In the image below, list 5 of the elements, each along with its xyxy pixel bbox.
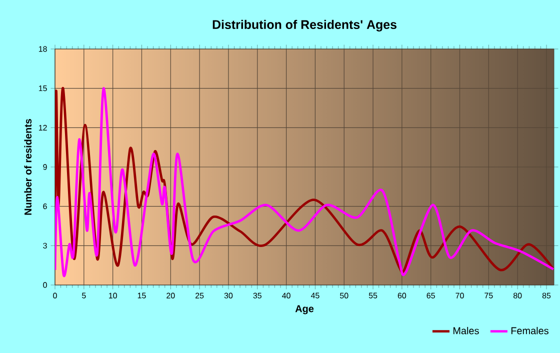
- y-axis-title: Number of residents: [24, 118, 32, 215]
- legend-label: Females: [511, 326, 548, 334]
- x-axis-title: Age: [295, 305, 314, 314]
- legend-label: Males: [453, 326, 479, 334]
- chart-title: Distribution of Residents' Ages: [212, 20, 396, 32]
